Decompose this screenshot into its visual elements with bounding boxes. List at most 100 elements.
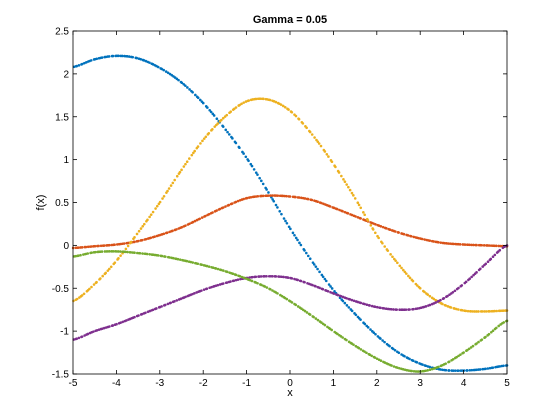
data-point (317, 142, 321, 145)
data-point (200, 289, 203, 292)
data-point (89, 59, 93, 62)
data-point (190, 153, 194, 157)
data-point (319, 144, 323, 148)
data-point (72, 299, 75, 303)
data-point (341, 336, 344, 339)
data-point (366, 219, 370, 222)
data-point (269, 288, 272, 291)
data-point (234, 141, 238, 145)
data-point (416, 307, 419, 310)
data-point (149, 213, 153, 216)
data-point (394, 230, 397, 233)
x-tick-label: 5 (504, 378, 510, 389)
data-point (423, 290, 426, 294)
data-point (354, 313, 358, 317)
data-point (464, 309, 468, 313)
data-point (267, 191, 270, 194)
data-point (107, 243, 111, 247)
data-point (126, 250, 129, 254)
data-point (119, 254, 122, 257)
data-point (303, 197, 307, 200)
data-point (274, 275, 278, 278)
data-point (155, 204, 159, 208)
data-point (154, 207, 157, 210)
data-point (86, 332, 90, 336)
data-point (254, 171, 258, 174)
data-point (176, 257, 180, 261)
data-point (100, 250, 104, 253)
data-point (83, 334, 86, 337)
data-point (139, 57, 142, 61)
data-point (354, 215, 357, 218)
data-point (384, 307, 388, 310)
data-point (461, 309, 464, 312)
data-point (221, 282, 225, 285)
data-point (142, 222, 146, 226)
data-point (249, 195, 253, 199)
data-point (211, 211, 214, 214)
data-point (395, 308, 399, 311)
data-point (254, 275, 258, 279)
data-point (343, 180, 347, 183)
data-point (92, 330, 95, 333)
data-point (113, 261, 117, 264)
data-point (245, 196, 249, 200)
data-point (381, 225, 385, 229)
data-point (470, 243, 473, 247)
data-point (173, 300, 176, 303)
data-point (269, 194, 273, 197)
data-point (99, 277, 102, 280)
data-point (162, 68, 165, 72)
data-point (144, 237, 148, 241)
data-point (385, 227, 388, 230)
data-point (455, 355, 458, 359)
data-point (320, 201, 323, 205)
data-point (341, 209, 344, 213)
data-point (149, 236, 153, 240)
data-point (285, 194, 288, 198)
data-point (260, 283, 263, 287)
data-point (428, 239, 432, 242)
data-point (447, 369, 451, 372)
data-point (446, 242, 450, 245)
data-point (274, 203, 278, 207)
data-point (457, 354, 460, 358)
data-point (308, 313, 312, 316)
data-point (156, 65, 160, 69)
data-point (262, 194, 265, 198)
data-point (352, 194, 355, 197)
data-point (359, 206, 363, 210)
data-point (215, 209, 218, 212)
data-point (220, 118, 223, 122)
data-point (439, 368, 442, 371)
data-point (156, 254, 160, 257)
data-point (100, 56, 104, 59)
data-point (222, 269, 225, 272)
data-point (80, 62, 84, 66)
data-point (405, 272, 408, 275)
data-point (359, 318, 362, 321)
data-point (102, 244, 106, 247)
data-point (350, 309, 354, 313)
data-point (348, 298, 352, 301)
data-point (442, 296, 446, 300)
data-point (323, 323, 327, 327)
data-point (294, 114, 298, 118)
data-point (274, 100, 278, 104)
data-point (502, 364, 505, 368)
data-point (448, 242, 452, 245)
data-point (345, 296, 348, 300)
data-point (228, 133, 231, 136)
data-point (216, 267, 220, 271)
data-point (316, 267, 319, 271)
chart-title: Gamma = 0.05 (253, 14, 327, 26)
data-point (188, 157, 191, 160)
data-point (122, 242, 126, 245)
data-point (229, 280, 232, 283)
data-point (484, 367, 487, 371)
data-point (296, 278, 299, 282)
data-point (111, 324, 115, 327)
data-point (321, 275, 325, 279)
data-point (101, 274, 104, 278)
data-point (294, 303, 298, 307)
